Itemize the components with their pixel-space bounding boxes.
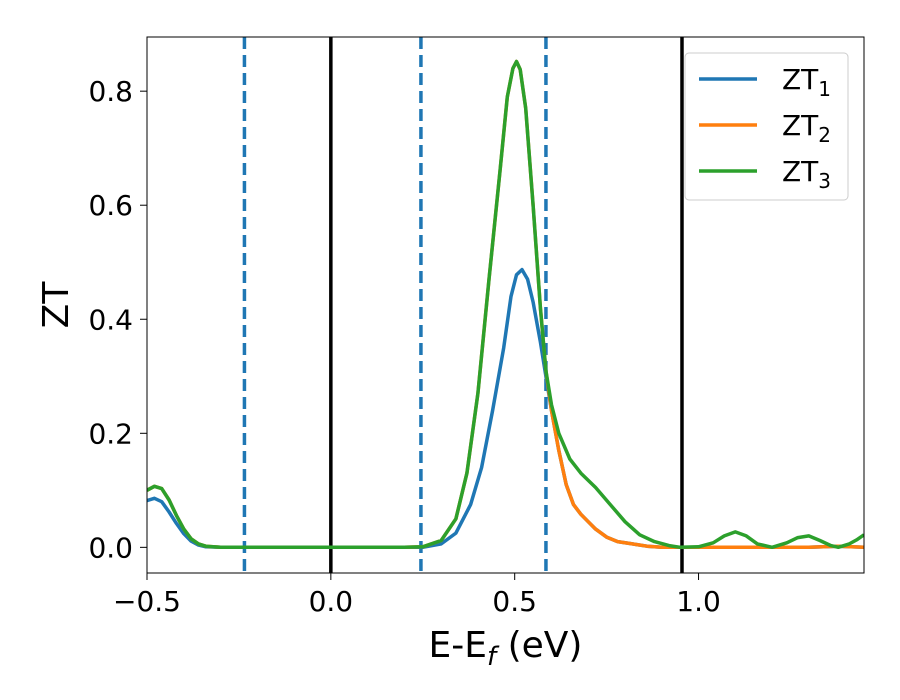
x-tick-label: 1.0 (676, 585, 721, 618)
x-axis-label-unit: (eV) (496, 625, 582, 666)
legend-box (684, 52, 849, 201)
series-line-zt3 (147, 59, 864, 550)
legend-entry-zt3: ZT3 (699, 155, 831, 193)
legend-label: ZT3 (782, 155, 831, 193)
y-axis-ticks: 0.0 0.2 0.4 0.6 0.8 (88, 75, 147, 564)
legend: ZT1 ZT2 ZT3 (684, 52, 849, 201)
legend-label: ZT1 (782, 63, 831, 101)
x-axis-label: E-Ef (eV) (429, 625, 583, 672)
legend-entry-zt1: ZT1 (699, 63, 831, 101)
y-tick-label: 0.4 (88, 303, 133, 336)
series-lines (147, 59, 864, 550)
reference-lines (242, 37, 684, 573)
y-tick-label: 0.0 (88, 531, 133, 564)
legend-label: ZT2 (782, 109, 831, 147)
legend-entry-zt2: ZT2 (699, 109, 831, 147)
x-axis-label-main: E-E (429, 625, 487, 666)
x-tick-label: −0.5 (113, 585, 181, 618)
y-axis-label: ZT (36, 281, 77, 329)
y-tick-label: 0.8 (88, 75, 133, 108)
plot-frame (146, 36, 865, 574)
x-tick-label: 0.0 (309, 585, 354, 618)
x-tick-label: 0.5 (492, 585, 537, 618)
y-tick-label: 0.6 (88, 189, 133, 222)
x-axis-ticks: −0.5 0.0 0.5 1.0 (113, 573, 721, 618)
y-tick-label: 0.2 (88, 417, 133, 450)
